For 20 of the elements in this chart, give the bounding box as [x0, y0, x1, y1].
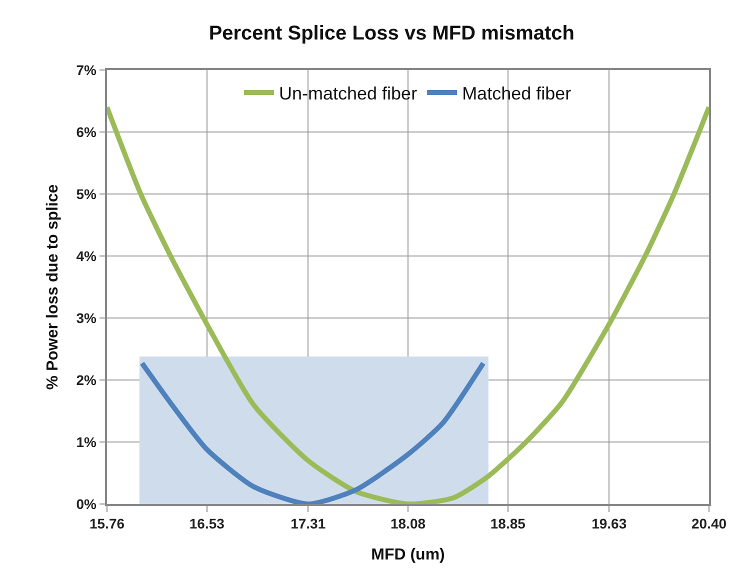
x-tick-label: 18.85	[490, 516, 526, 532]
legend-label: Un-matched fiber	[279, 84, 418, 104]
y-tick-label: 6%	[76, 124, 97, 140]
x-axis-title: MFD (um)	[371, 546, 445, 564]
y-tick-label: 4%	[76, 248, 97, 264]
x-tick-label: 16.53	[189, 516, 225, 532]
y-tick-label: 5%	[76, 186, 97, 202]
legend-label: Matched fiber	[462, 84, 572, 104]
y-tick-label: 3%	[76, 310, 97, 326]
x-tick-label: 19.63	[592, 516, 627, 532]
x-tick-label: 15.76	[89, 516, 125, 532]
x-tick-label: 18.08	[390, 516, 426, 532]
y-axis-title: % Power loss due to splice	[44, 184, 62, 390]
y-tick-label: 1%	[76, 434, 97, 450]
x-tick-label: 20.40	[691, 516, 727, 532]
y-tick-label: 2%	[76, 372, 97, 388]
chart-title: Percent Splice Loss vs MFD mismatch	[208, 22, 575, 44]
y-tick-label: 7%	[76, 62, 97, 78]
x-tick-label: 17.31	[290, 516, 326, 532]
y-tick-label: 0%	[76, 496, 97, 512]
